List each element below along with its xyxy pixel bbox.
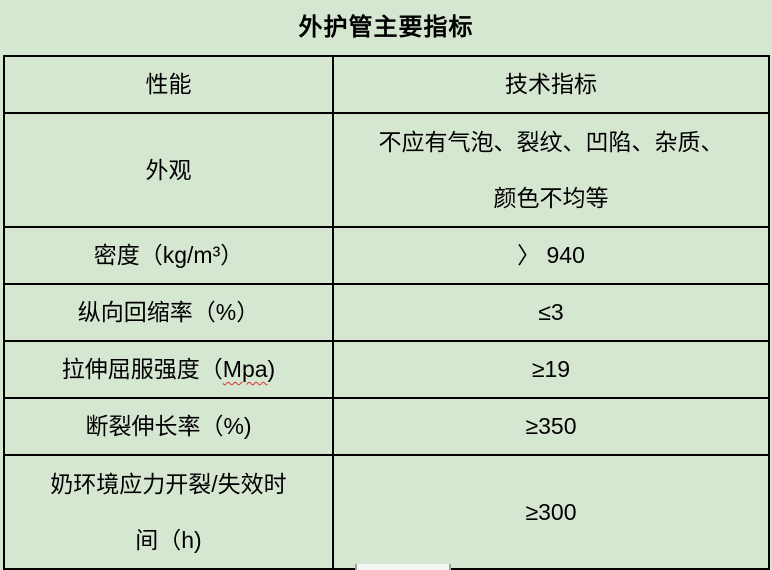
column-header-property: 性能 — [3, 55, 334, 114]
property-text-prefix: 拉伸屈服强度（ — [61, 356, 223, 382]
value-cell-density: 〉 940 — [332, 226, 770, 285]
property-line-1: 奶环境应力开裂/失效时 — [50, 471, 287, 497]
property-cell-density: 密度（kg/m³） — [3, 226, 334, 285]
property-cell-tensile-yield-strength: 拉伸屈服强度（Mpa) — [3, 340, 334, 399]
value-line-2: 颜色不均等 — [493, 185, 609, 211]
value-line-1: 不应有气泡、裂纹、凹陷、杂质、 — [378, 129, 724, 155]
table-row-appearance: 外观 不应有气泡、裂纹、凹陷、杂质、 颜色不均等 — [3, 112, 770, 228]
property-cell-longitudinal-reversion: 纵向回缩率（%） — [3, 283, 334, 342]
table-row-environmental-stress-cracking: 奶环境应力开裂/失效时 间（h) ≥300 — [3, 454, 770, 570]
value-cell-environmental-stress-cracking: ≥300 — [332, 454, 770, 570]
value-cell-longitudinal-reversion: ≤3 — [332, 283, 770, 342]
table-row-elongation-at-break: 断裂伸长率（%) ≥350 — [3, 397, 770, 456]
property-line-2: 间（h) — [135, 527, 202, 553]
column-header-technical-indicator: 技术指标 — [332, 55, 770, 114]
property-text-suffix: ) — [267, 356, 276, 382]
table-row-longitudinal-reversion: 纵向回缩率（%） ≤3 — [3, 283, 770, 342]
property-cell-environmental-stress-cracking: 奶环境应力开裂/失效时 间（h) — [3, 454, 334, 570]
value-cell-appearance: 不应有气泡、裂纹、凹陷、杂质、 颜色不均等 — [332, 112, 770, 228]
table-row-tensile-yield-strength: 拉伸屈服强度（Mpa) ≥19 — [3, 340, 770, 399]
spellchecked-word: Mpa — [222, 356, 268, 382]
property-cell-elongation-at-break: 断裂伸长率（%) — [3, 397, 334, 456]
property-cell-appearance: 外观 — [3, 112, 334, 228]
table-header-row: 性能 技术指标 — [3, 55, 770, 114]
table-row-density: 密度（kg/m³） 〉 940 — [3, 226, 770, 285]
page-title: 外护管主要指标 — [298, 14, 474, 41]
spec-table: 性能 技术指标 外观 不应有气泡、裂纹、凹陷、杂质、 颜色不均等 密度（kg/m… — [3, 55, 770, 570]
value-cell-elongation-at-break: ≥350 — [332, 397, 770, 456]
partial-element-below-table — [355, 564, 451, 570]
value-cell-tensile-yield-strength: ≥19 — [332, 340, 770, 399]
